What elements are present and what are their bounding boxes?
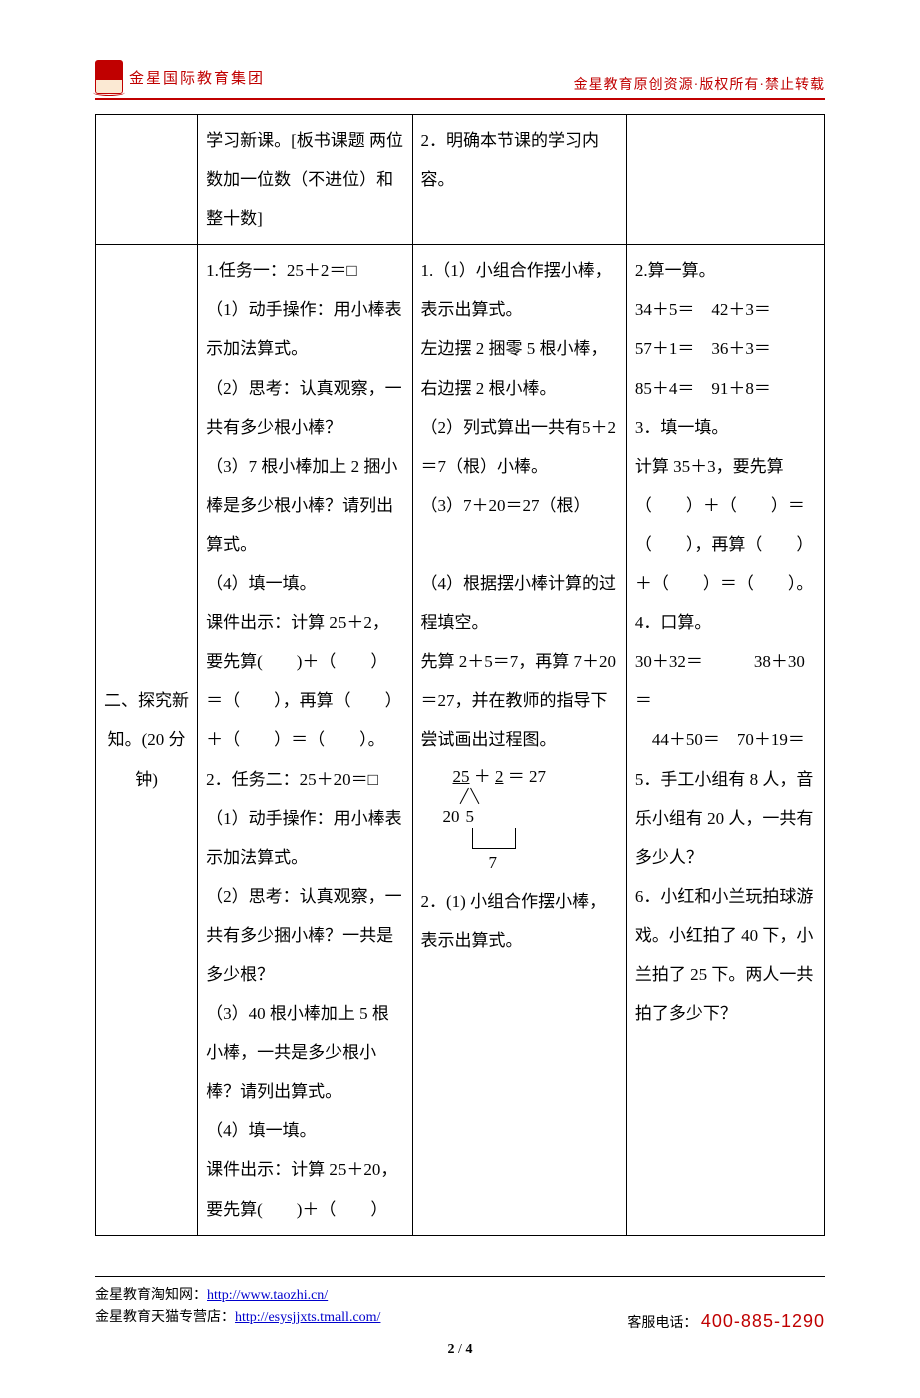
split-lines-icon bbox=[457, 788, 483, 806]
decomp-op: ＋ bbox=[474, 767, 491, 786]
page-total: 4 bbox=[465, 1342, 472, 1357]
page-header: 金星国际教育集团 金星教育原创资源·版权所有·禁止转载 bbox=[95, 60, 825, 100]
row1-col4 bbox=[626, 115, 824, 245]
page-footer: 金星教育淘知网：http://www.taozhi.cn/ 金星教育天猫专营店：… bbox=[95, 1285, 825, 1336]
decomp-partial: 7 bbox=[489, 852, 498, 874]
service-phone: 客服电话： 400-885-1290 bbox=[627, 1307, 825, 1336]
table-row: 二、探究新知。(20 分钟) 1.任务一：25＋2＝□ （1）动手操作：用小棒表… bbox=[96, 245, 825, 1235]
row2-col3: 1.（1）小组合作摆小棒，表示出算式。 左边摆 2 捆零 5 根小棒，右边摆 2… bbox=[412, 245, 626, 1235]
page-number: 2 / 4 bbox=[95, 1342, 825, 1358]
brand-name: 金星国际教育集团 bbox=[129, 67, 265, 88]
lesson-plan-table: 学习新课。[板书课题 两位数加一位数（不进位）和整十数] 2．明确本节课的学习内… bbox=[95, 114, 825, 1236]
header-slogan: 金星教育原创资源·版权所有·禁止转载 bbox=[574, 74, 825, 94]
row1-label bbox=[96, 115, 198, 245]
decomposition-diagram: 25 ＋ 2 ＝ 27 20 5 7 bbox=[439, 766, 589, 876]
phone-number: 400-885-1290 bbox=[701, 1311, 825, 1331]
header-left: 金星国际教育集团 bbox=[95, 60, 265, 94]
page-sep: / bbox=[455, 1342, 466, 1357]
row2-label: 二、探究新知。(20 分钟) bbox=[96, 245, 198, 1235]
footer-line2-label: 金星教育天猫专营店： bbox=[95, 1310, 235, 1325]
decomp-eq: ＝ bbox=[508, 767, 525, 786]
footer-line2: 金星教育天猫专营店：http://esysjjxts.tmall.com/ 客服… bbox=[95, 1307, 825, 1336]
leaf-left: 20 bbox=[443, 807, 460, 826]
footer-line1-label: 金星教育淘知网： bbox=[95, 1288, 207, 1303]
decomp-expression: 25 ＋ 2 ＝ 27 bbox=[453, 766, 547, 788]
table-row: 学习新课。[板书课题 两位数加一位数（不进位）和整十数] 2．明确本节课的学习内… bbox=[96, 115, 825, 245]
decomp-left: 25 bbox=[453, 767, 470, 786]
tmall-link[interactable]: http://esysjjxts.tmall.com/ bbox=[235, 1310, 380, 1325]
decomp-right: 2 bbox=[495, 767, 504, 786]
page-current: 2 bbox=[448, 1342, 455, 1357]
decomp-leaves: 20 5 bbox=[443, 806, 475, 828]
row2-col2: 1.任务一：25＋2＝□ （1）动手操作：用小棒表示加法算式。 （2）思考：认真… bbox=[198, 245, 412, 1235]
row1-col2: 学习新课。[板书课题 两位数加一位数（不进位）和整十数] bbox=[198, 115, 412, 245]
row1-col3: 2．明确本节课的学习内容。 bbox=[412, 115, 626, 245]
footer-line1: 金星教育淘知网：http://www.taozhi.cn/ bbox=[95, 1285, 825, 1307]
row2-col4: 2.算一算。 34＋5＝ 42＋3＝ 57＋1＝ 36＋3＝ 85＋4＝ 91＋… bbox=[626, 245, 824, 1235]
footer-rule bbox=[95, 1276, 825, 1277]
phone-label: 客服电话： bbox=[627, 1316, 697, 1331]
row2-col3-post: 2．(1) 小组合作摆小棒，表示出算式。 bbox=[421, 882, 618, 960]
row2-col3-pre: 1.（1）小组合作摆小棒，表示出算式。 左边摆 2 捆零 5 根小棒，右边摆 2… bbox=[421, 251, 618, 759]
leaf-right: 5 bbox=[466, 807, 475, 826]
bracket-icon bbox=[472, 828, 516, 849]
taozhi-link[interactable]: http://www.taozhi.cn/ bbox=[207, 1288, 328, 1303]
brand-logo-icon bbox=[95, 60, 123, 94]
decomp-result: 27 bbox=[529, 767, 546, 786]
